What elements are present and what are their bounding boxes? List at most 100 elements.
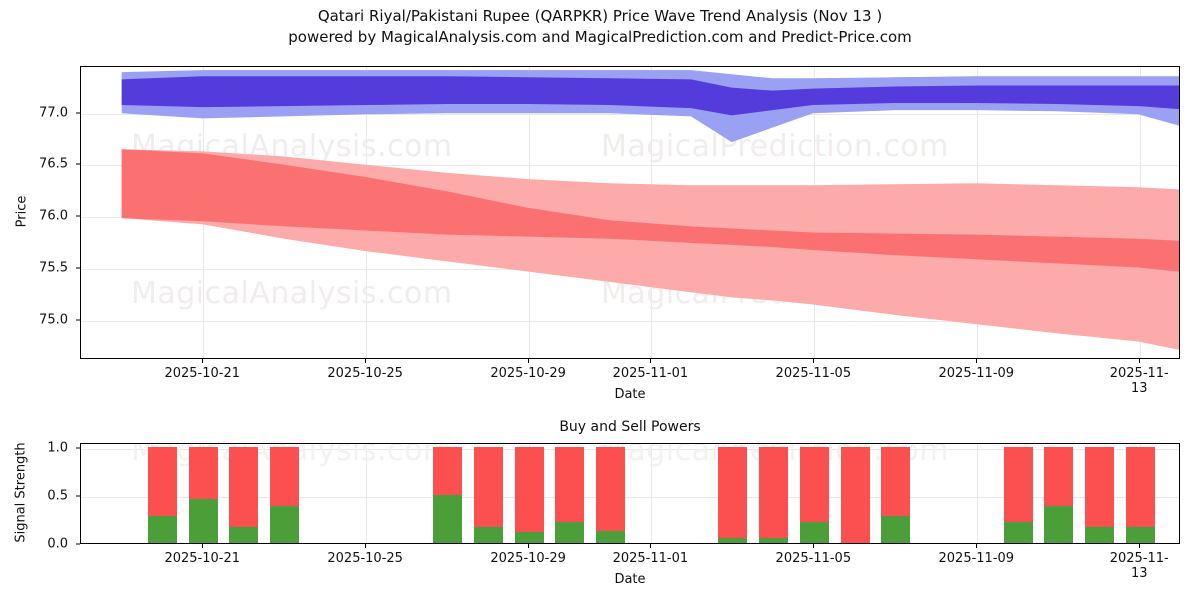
signal-xtick-label-1: 2025-10-25 — [327, 551, 403, 566]
buy-power-segment — [229, 526, 259, 543]
buy-power-segment — [1085, 526, 1115, 543]
price-xtick-mark-0 — [202, 359, 204, 363]
buy-power-segment — [270, 505, 300, 543]
sell-power-segment — [514, 446, 544, 533]
sell-power-segment — [1044, 446, 1074, 506]
sell-power-segment — [718, 446, 748, 539]
signal-bar[interactable] — [718, 446, 748, 543]
buy-power-segment — [147, 516, 177, 543]
signal-xtick-label-0: 2025-10-21 — [164, 551, 240, 566]
price-ytick-mark-1 — [76, 163, 80, 165]
buy-power-segment — [596, 531, 626, 543]
signal-chart-title: Buy and Sell Powers — [559, 419, 701, 435]
price-ytick-mark-0 — [76, 112, 80, 114]
signal-xtick-mark-5 — [976, 544, 978, 548]
sell-power-segment — [840, 446, 870, 543]
signal-xtick-mark-2 — [528, 544, 530, 548]
signal-ytick-mark-2 — [76, 447, 80, 449]
signal-xtick-label-5: 2025-11-09 — [938, 551, 1015, 566]
price-ytick-label-2: 76.0 — [39, 208, 68, 224]
sell-power-segment — [1085, 446, 1115, 527]
page-subtitle: powered by MagicalAnalysis.com and Magic… — [288, 28, 912, 46]
signal-xtick-label-2: 2025-10-29 — [490, 551, 566, 566]
buy-power-segment — [1125, 526, 1155, 543]
signal-xtick-mark-4 — [813, 544, 815, 548]
sell-power-segment — [229, 446, 259, 527]
price-xtick-label-0: 2025-10-21 — [164, 366, 240, 381]
buy-power-segment — [188, 498, 218, 543]
price-ytick-mark-3 — [76, 267, 80, 269]
sell-power-segment — [555, 446, 585, 522]
signal-bar[interactable] — [840, 446, 870, 543]
price-xtick-label-4: 2025-11-05 — [775, 366, 852, 381]
signal-bar[interactable] — [799, 446, 829, 543]
price-xtick-label-6: 2025-11-13 — [1109, 366, 1169, 396]
signal-xtick-mark-6 — [1139, 544, 1141, 548]
signal-bar[interactable] — [229, 446, 259, 543]
chart-title-block: Qatari Riyal/Pakistani Rupee (QARPKR) Pr… — [0, 6, 1200, 48]
sell-power-segment — [799, 446, 829, 522]
buy-power-segment — [433, 494, 463, 543]
signal-xtick-mark-3 — [650, 544, 652, 548]
signal-bar[interactable] — [433, 446, 463, 543]
signal-xtick-label-4: 2025-11-05 — [775, 551, 852, 566]
signal-bar[interactable] — [1125, 446, 1155, 543]
signal-gridline-v-5 — [977, 444, 979, 543]
signal-ytick-label-1: 0.5 — [47, 488, 68, 504]
sell-power-segment — [147, 446, 177, 517]
signal-bar[interactable] — [759, 446, 789, 543]
signal-xtick-mark-1 — [365, 544, 367, 548]
price-gridline-h-0 — [81, 113, 1179, 115]
buy-power-segment — [1003, 521, 1033, 543]
buy-power-segment — [555, 521, 585, 543]
price-ytick-label-4: 75.0 — [39, 312, 68, 328]
signal-bar[interactable] — [270, 446, 300, 543]
price-xtick-label-2: 2025-10-29 — [490, 366, 566, 381]
sell-power-segment — [881, 446, 911, 517]
signal-bar[interactable] — [188, 446, 218, 543]
price-ytick-label-1: 76.5 — [39, 156, 68, 172]
band-blue-inner — [121, 76, 1179, 116]
signal-ytick-label-0: 0.0 — [47, 536, 68, 552]
buy-power-segment — [881, 516, 911, 543]
signal-bar[interactable] — [1003, 446, 1033, 543]
sell-power-segment — [188, 446, 218, 499]
signal-gridline-h-2 — [81, 448, 1179, 450]
price-wave-bands — [81, 67, 1179, 358]
signal-bar[interactable] — [514, 446, 544, 543]
signal-xtick-label-6: 2025-11-13 — [1109, 551, 1169, 581]
page-title: Qatari Riyal/Pakistani Rupee (QARPKR) Pr… — [317, 7, 883, 25]
signal-gridline-h-1 — [81, 496, 1179, 498]
price-xtick-mark-5 — [976, 359, 978, 363]
signal-ytick-label-2: 1.0 — [47, 440, 68, 456]
price-ytick-mark-2 — [76, 215, 80, 217]
buy-power-segment — [514, 532, 544, 543]
signal-bar[interactable] — [1085, 446, 1115, 543]
price-xtick-mark-1 — [365, 359, 367, 363]
signal-gridline-v-1 — [366, 444, 368, 543]
signal-bar[interactable] — [555, 446, 585, 543]
signal-xtick-mark-0 — [202, 544, 204, 548]
signal-xtick-label-3: 2025-11-01 — [612, 551, 689, 566]
price-chart-plot-area: MagicalAnalysis.com MagicalPrediction.com… — [80, 66, 1180, 359]
sell-power-segment — [759, 446, 789, 539]
signal-bar[interactable] — [147, 446, 177, 543]
signal-x-axis-label: Date — [614, 572, 646, 587]
sell-power-segment — [596, 446, 626, 532]
sell-power-segment — [1125, 446, 1155, 527]
signal-bar[interactable] — [473, 446, 503, 543]
price-xtick-label-3: 2025-11-01 — [612, 366, 689, 381]
sell-power-segment — [1003, 446, 1033, 522]
price-x-axis-label: Date — [614, 387, 646, 402]
signal-bar[interactable] — [1044, 446, 1074, 543]
price-ytick-label-3: 75.5 — [39, 260, 68, 276]
buy-power-segment — [1044, 505, 1074, 543]
signal-bar[interactable] — [881, 446, 911, 543]
signal-bar[interactable] — [596, 446, 626, 543]
price-xtick-label-5: 2025-11-09 — [938, 366, 1015, 381]
sell-power-segment — [433, 446, 463, 495]
signal-ytick-mark-1 — [76, 495, 80, 497]
buy-power-segment — [759, 538, 789, 543]
